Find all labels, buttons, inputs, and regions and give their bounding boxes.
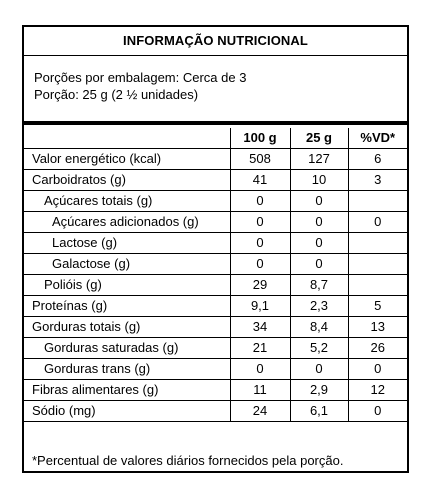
value-per-25g: 0 bbox=[289, 358, 349, 380]
value-per-25g: 8,4 bbox=[289, 316, 349, 338]
value-per-25g: 0 bbox=[289, 253, 349, 275]
value-per-25g: 2,3 bbox=[289, 295, 349, 317]
daily-value-percent: 12 bbox=[347, 379, 407, 401]
nutrition-table: 100 g 25 g %VD* Valor energético (kcal) 5… bbox=[24, 128, 407, 422]
nutrient-name: Açúcares adicionados (g) bbox=[24, 211, 231, 233]
value-per-25g: 6,1 bbox=[289, 400, 349, 422]
title-divider bbox=[24, 55, 407, 56]
value-per-100g: 11 bbox=[229, 379, 291, 401]
nutrition-facts-panel: INFORMAÇÃO NUTRICIONAL Porções por embal… bbox=[22, 25, 409, 473]
daily-value-percent bbox=[347, 274, 407, 296]
nutrient-name: Galactose (g) bbox=[24, 253, 231, 275]
value-per-25g: 0 bbox=[289, 232, 349, 254]
daily-value-percent: 13 bbox=[347, 316, 407, 338]
value-per-100g: 508 bbox=[229, 148, 291, 170]
column-header-daily-value: %VD* bbox=[347, 128, 407, 149]
nutrient-name: Lactose (g) bbox=[24, 232, 231, 254]
nutrient-name: Gorduras totais (g) bbox=[24, 316, 231, 338]
value-per-100g: 0 bbox=[229, 232, 291, 254]
table-row: Fibras alimentares (g) 11 2,9 12 bbox=[24, 379, 407, 401]
value-per-100g: 34 bbox=[229, 316, 291, 338]
value-per-25g: 0 bbox=[289, 190, 349, 212]
daily-value-percent: 3 bbox=[347, 169, 407, 191]
column-header-nutrient bbox=[24, 128, 231, 149]
value-per-100g: 9,1 bbox=[229, 295, 291, 317]
table-row: Gorduras totais (g) 34 8,4 13 bbox=[24, 316, 407, 338]
value-per-100g: 0 bbox=[229, 253, 291, 275]
table-row: Gorduras saturadas (g) 21 5,2 26 bbox=[24, 337, 407, 359]
daily-value-percent bbox=[347, 253, 407, 275]
daily-value-percent: 6 bbox=[347, 148, 407, 170]
table-row: Lactose (g) 0 0 bbox=[24, 232, 407, 254]
daily-value-percent: 0 bbox=[347, 358, 407, 380]
table-row: Polióis (g) 29 8,7 bbox=[24, 274, 407, 296]
daily-value-percent bbox=[347, 232, 407, 254]
nutrient-name: Gorduras trans (g) bbox=[24, 358, 231, 380]
value-per-100g: 41 bbox=[229, 169, 291, 191]
nutrient-name: Proteínas (g) bbox=[24, 295, 231, 317]
value-per-100g: 0 bbox=[229, 358, 291, 380]
footnote: *Percentual de valores diários fornecido… bbox=[32, 453, 344, 468]
value-per-100g: 21 bbox=[229, 337, 291, 359]
value-per-25g: 5,2 bbox=[289, 337, 349, 359]
table-row: Carboidratos (g) 41 10 3 bbox=[24, 169, 407, 191]
daily-value-percent bbox=[347, 190, 407, 212]
table-row: Proteínas (g) 9,1 2,3 5 bbox=[24, 295, 407, 317]
servings-per-package: Porções por embalagem: Cerca de 3 bbox=[34, 70, 247, 85]
table-row: Gorduras trans (g) 0 0 0 bbox=[24, 358, 407, 380]
value-per-100g: 29 bbox=[229, 274, 291, 296]
serving-size: Porção: 25 g (2 ½ unidades) bbox=[34, 87, 199, 102]
value-per-100g: 0 bbox=[229, 190, 291, 212]
value-per-25g: 8,7 bbox=[289, 274, 349, 296]
nutrient-name: Sódio (mg) bbox=[24, 400, 231, 422]
nutrient-name: Fibras alimentares (g) bbox=[24, 379, 231, 401]
daily-value-percent: 0 bbox=[347, 211, 407, 233]
value-per-25g: 127 bbox=[289, 148, 349, 170]
table-row: Açúcares totais (g) 0 0 bbox=[24, 190, 407, 212]
column-header-25g: 25 g bbox=[289, 128, 349, 149]
value-per-25g: 0 bbox=[289, 211, 349, 233]
nutrient-name: Polióis (g) bbox=[24, 274, 231, 296]
daily-value-percent: 0 bbox=[347, 400, 407, 422]
panel-title: INFORMAÇÃO NUTRICIONAL bbox=[123, 33, 308, 48]
daily-value-percent: 26 bbox=[347, 337, 407, 359]
table-row: Valor energético (kcal) 508 127 6 bbox=[24, 148, 407, 170]
nutrient-name: Valor energético (kcal) bbox=[24, 148, 231, 170]
value-per-25g: 2,9 bbox=[289, 379, 349, 401]
nutrient-name: Açúcares totais (g) bbox=[24, 190, 231, 212]
table-row: Sódio (mg) 24 6,1 0 bbox=[24, 400, 407, 422]
header-divider bbox=[24, 121, 407, 125]
table-header-row: 100 g 25 g %VD* bbox=[24, 128, 407, 149]
daily-value-percent: 5 bbox=[347, 295, 407, 317]
nutrient-name: Carboidratos (g) bbox=[24, 169, 231, 191]
nutrient-name: Gorduras saturadas (g) bbox=[24, 337, 231, 359]
value-per-100g: 0 bbox=[229, 211, 291, 233]
table-row: Galactose (g) 0 0 bbox=[24, 253, 407, 275]
value-per-100g: 24 bbox=[229, 400, 291, 422]
column-header-100g: 100 g bbox=[229, 128, 291, 149]
table-row: Açúcares adicionados (g) 0 0 0 bbox=[24, 211, 407, 233]
value-per-25g: 10 bbox=[289, 169, 349, 191]
